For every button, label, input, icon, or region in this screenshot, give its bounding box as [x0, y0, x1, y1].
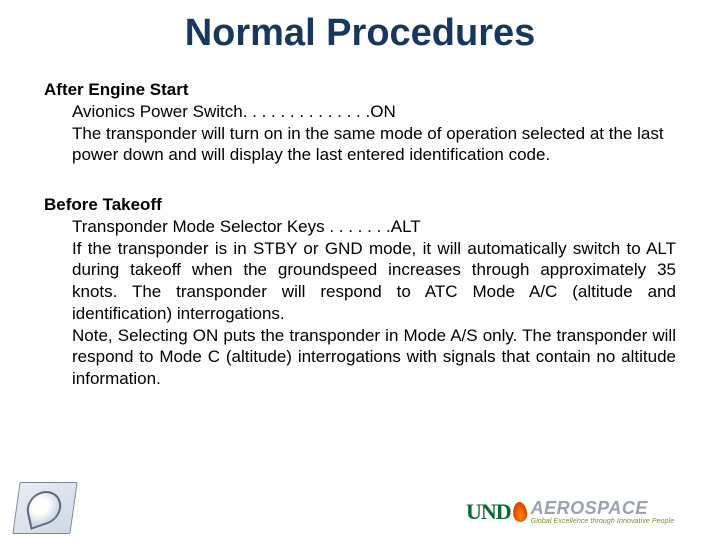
checklist-line: Transponder Mode Selector Keys . . . . .…: [72, 216, 676, 238]
flame-icon: [512, 501, 528, 522]
section-heading-after-engine: After Engine Start: [44, 79, 676, 101]
checklist-value: ALT: [391, 217, 421, 236]
und-text: UND: [466, 499, 511, 525]
checklist-line: Avionics Power Switch. . . . . . . . . .…: [72, 101, 676, 123]
right-logo: UND AEROSPACE Global Excellence through …: [466, 494, 706, 530]
paragraph: If the transponder is in STBY or GND mod…: [72, 238, 676, 325]
after-engine-block: Avionics Power Switch. . . . . . . . . .…: [44, 101, 676, 166]
aerospace-text: AEROSPACE: [531, 499, 675, 517]
content-area: After Engine Start Avionics Power Switch…: [0, 79, 720, 390]
checklist-value: ON: [370, 102, 396, 121]
checklist-dots: . . . . . . . . . . . . . .: [243, 102, 371, 121]
slide: Normal Procedures After Engine Start Avi…: [0, 0, 720, 540]
before-takeoff-block: Transponder Mode Selector Keys . . . . .…: [44, 216, 676, 390]
footer: UND AEROSPACE Global Excellence through …: [0, 480, 720, 540]
paragraph: Note, Selecting ON puts the transponder …: [72, 325, 676, 390]
slide-title: Normal Procedures: [0, 0, 720, 73]
checklist-dots: . . . . . . .: [325, 217, 391, 236]
left-logo-icon: [12, 482, 77, 534]
tagline-text: Global Excellence through Innovative Peo…: [531, 518, 675, 525]
spacer: [44, 166, 676, 188]
checklist-label: Avionics Power Switch: [72, 102, 243, 121]
checklist-label: Transponder Mode Selector Keys: [72, 217, 325, 236]
section-heading-before-takeoff: Before Takeoff: [44, 194, 676, 216]
paragraph: The transponder will turn on in the same…: [72, 123, 676, 167]
aero-wrap: AEROSPACE Global Excellence through Inno…: [531, 499, 675, 525]
